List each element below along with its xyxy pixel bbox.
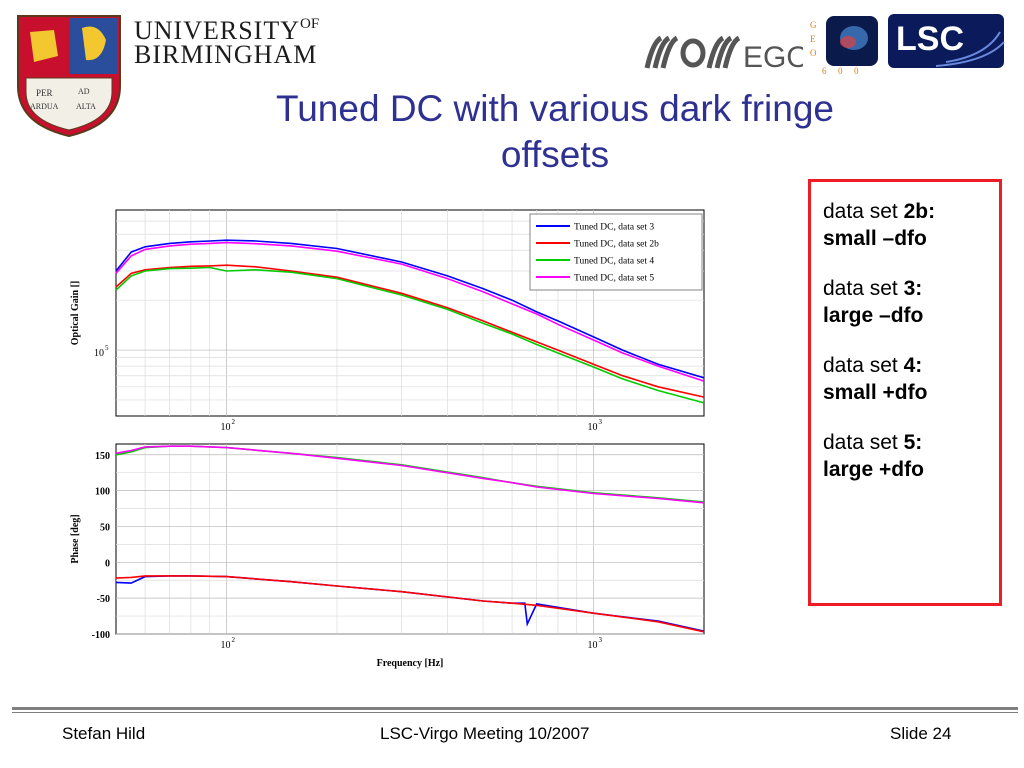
note-set-2b: data set 2b: small –dfo bbox=[823, 198, 999, 252]
university-name-line1: UNIVERSITY bbox=[134, 16, 300, 45]
geo-digit-6: 6 bbox=[822, 66, 827, 76]
note-prefix: data set bbox=[823, 354, 904, 377]
series-line-tuned-dc-data-set-3 bbox=[115, 239, 705, 379]
x-tick-exponent: 2 bbox=[231, 636, 235, 644]
series-line-tuned-dc-data-set-5 bbox=[115, 445, 705, 504]
footer-divider bbox=[12, 707, 1018, 710]
y-tick-label: 150 bbox=[95, 451, 110, 462]
note-set-5: data set 5: large +dfo bbox=[823, 429, 999, 483]
note-description: small –dfo bbox=[823, 227, 927, 250]
plot-frame bbox=[115, 443, 705, 635]
geo600-logo: G E O 6 0 0 bbox=[810, 16, 878, 76]
y-tick-label: 0 bbox=[105, 558, 110, 569]
lsc-logo: LSC bbox=[888, 14, 1005, 68]
slide-title: Tuned DC with various dark fringe offset… bbox=[160, 86, 950, 178]
x-tick-exponent: 2 bbox=[231, 418, 235, 426]
series-line-tuned-dc-data-set-2b bbox=[115, 575, 705, 633]
note-description: large –dfo bbox=[823, 304, 924, 327]
dataset-notes-box: data set 2b: small –dfo data set 3: larg… bbox=[808, 179, 1002, 606]
legend-entry: Tuned DC, data set 2b bbox=[574, 240, 659, 250]
crest-motto-ad: AD bbox=[78, 87, 90, 96]
note-description: large +dfo bbox=[823, 458, 924, 481]
y-axis-label: Phase [deg] bbox=[70, 514, 81, 563]
y-tick-label: 10 bbox=[94, 348, 104, 359]
y-tick-label: -100 bbox=[92, 630, 110, 641]
crest-motto-per: PER bbox=[36, 88, 53, 98]
y-tick-label: 50 bbox=[100, 522, 110, 533]
y-axis-label: Optical Gain [] bbox=[70, 281, 81, 345]
x-tick-label: 10 bbox=[220, 640, 230, 651]
grid-lines bbox=[116, 444, 704, 635]
x-tick-label: 10 bbox=[588, 640, 598, 651]
note-set-3: data set 3: large –dfo bbox=[823, 275, 999, 329]
university-crest-logo: PER AD ARDUA ALTA bbox=[17, 15, 121, 138]
legend-entry: Tuned DC, data set 5 bbox=[574, 274, 654, 284]
note-set-id: 3: bbox=[903, 277, 923, 300]
lsc-text: LSC bbox=[896, 20, 964, 58]
x-tick-exponent: 3 bbox=[599, 418, 603, 426]
x-tick-label: 10 bbox=[220, 422, 230, 433]
note-set-id: 2b: bbox=[903, 200, 936, 223]
series-line-tuned-dc-data-set-2b bbox=[115, 264, 705, 398]
y-tick-label: 100 bbox=[95, 487, 110, 498]
slide-title-line2: offsets bbox=[500, 134, 610, 175]
series-line-tuned-dc-data-set-4 bbox=[115, 266, 705, 404]
footer-divider-thin bbox=[12, 712, 1018, 713]
geo-letter-e: E bbox=[810, 34, 816, 44]
note-prefix: data set bbox=[823, 431, 904, 454]
geo-digit-0a: 0 bbox=[838, 66, 843, 76]
note-prefix: data set bbox=[823, 200, 904, 223]
note-prefix: data set bbox=[823, 277, 904, 300]
footer-author: Stefan Hild bbox=[62, 724, 146, 743]
note-description: small +dfo bbox=[823, 381, 928, 404]
footer-meeting: LSC-Virgo Meeting 10/2007 bbox=[380, 724, 590, 743]
footer-slide-number: Slide 24 bbox=[890, 724, 952, 743]
ego-text: EGO bbox=[743, 41, 803, 74]
geo-letter-g: G bbox=[810, 20, 817, 30]
x-tick-exponent: 3 bbox=[599, 636, 603, 644]
geo-digit-0b: 0 bbox=[854, 66, 859, 76]
series-line-tuned-dc-data-set-5 bbox=[115, 241, 705, 382]
note-set-id: 4: bbox=[903, 354, 923, 377]
slide-title-line1: Tuned DC with various dark fringe bbox=[276, 88, 834, 129]
legend: Tuned DC, data set 3 Tuned DC, data set 2… bbox=[529, 213, 703, 291]
y-tick-label: -50 bbox=[97, 594, 110, 605]
legend-entry: Tuned DC, data set 4 bbox=[574, 257, 654, 267]
university-name-line2: BIRMINGHAM bbox=[134, 40, 318, 69]
x-axis-label: Frequency [Hz] bbox=[377, 658, 444, 669]
note-set-id: 5: bbox=[903, 431, 923, 454]
note-set-4: data set 4: small +dfo bbox=[823, 352, 999, 406]
legend-entry: Tuned DC, data set 3 bbox=[574, 223, 654, 233]
crest-motto-alta: ALTA bbox=[76, 102, 96, 111]
geo-letter-o: O bbox=[810, 48, 817, 58]
x-tick-label: 10 bbox=[588, 422, 598, 433]
ego-logo: EGO bbox=[644, 35, 803, 74]
university-name-of: OF bbox=[300, 16, 320, 32]
y-tick-exponent: 5 bbox=[105, 344, 109, 352]
crest-motto-ardua: ARDUA bbox=[30, 102, 59, 111]
